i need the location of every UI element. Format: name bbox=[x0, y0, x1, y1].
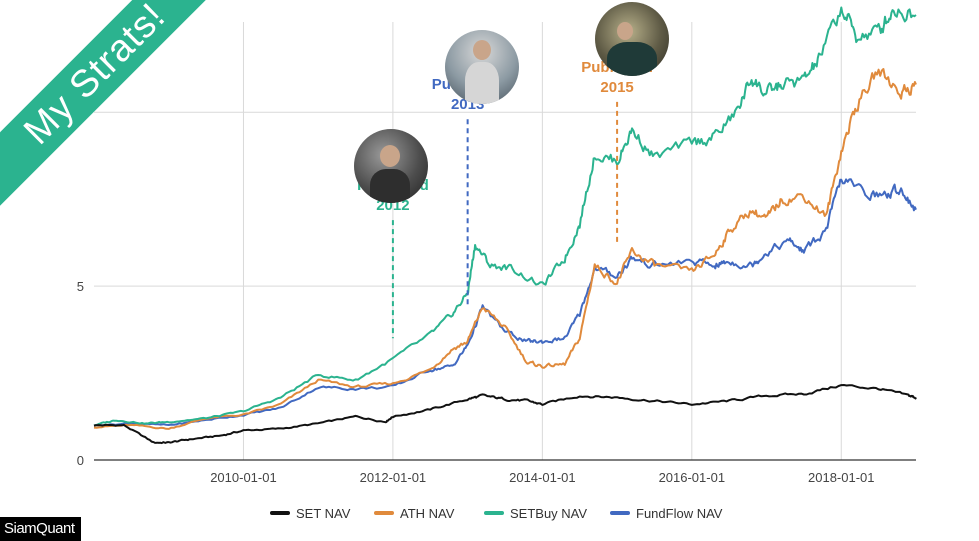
x-tick-label: 2014-01-01 bbox=[509, 470, 576, 485]
y-tick-label: 0 bbox=[77, 453, 84, 468]
x-tick-label: 2012-01-01 bbox=[360, 470, 427, 485]
x-tick-label: 2010-01-01 bbox=[210, 470, 277, 485]
annotation-line2: 2015 bbox=[600, 78, 634, 96]
series-line-setbuy-nav bbox=[93, 6, 917, 427]
x-tick-label: 2018-01-01 bbox=[808, 470, 875, 485]
presenter-photo-2013 bbox=[445, 30, 519, 104]
legend-label: FundFlow NAV bbox=[636, 506, 723, 521]
series-line-ath-nav bbox=[93, 68, 917, 430]
presenter-photo-2015 bbox=[595, 2, 669, 76]
series-line-fundflow-nav bbox=[93, 178, 917, 427]
legend-label: SET NAV bbox=[296, 506, 351, 521]
legend-label: SETBuy NAV bbox=[510, 506, 587, 521]
presenter-photo-2012 bbox=[354, 129, 428, 203]
y-tick-label: 5 bbox=[77, 279, 84, 294]
series-line-set-nav bbox=[93, 384, 917, 445]
x-tick-label: 2016-01-01 bbox=[659, 470, 726, 485]
siamquant-watermark: SiamQuant bbox=[0, 517, 81, 541]
legend-label: ATH NAV bbox=[400, 506, 455, 521]
